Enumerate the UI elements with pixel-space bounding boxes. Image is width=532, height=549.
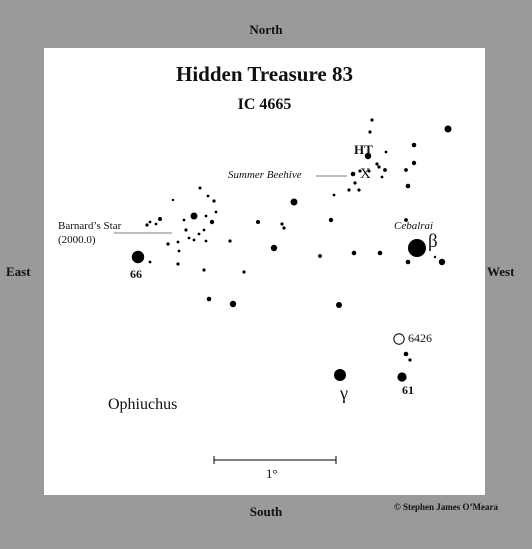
star-dot	[184, 228, 188, 232]
star-dot	[347, 188, 351, 192]
star-dot	[318, 254, 322, 258]
star-dot	[166, 242, 170, 246]
star-dot	[403, 351, 409, 357]
star-dot	[148, 260, 152, 264]
star-dot	[350, 171, 356, 177]
ngc-6426-label: 6426	[408, 331, 432, 345]
star-66-label: 66	[130, 267, 142, 281]
star-dot	[282, 226, 286, 230]
star-dot	[198, 186, 202, 190]
star-dot	[377, 250, 383, 256]
star-dot	[256, 220, 260, 224]
star-dot	[364, 152, 372, 160]
star-dot	[206, 296, 212, 302]
star-dot	[405, 259, 411, 265]
cebalrai-label: Cebalrai	[394, 220, 434, 232]
stars-group	[131, 118, 452, 382]
barnards-star-name: Barnard’s Star	[58, 220, 122, 232]
star-dot	[383, 168, 387, 172]
star-dot	[280, 222, 284, 226]
star-dot	[176, 240, 180, 244]
star-dot	[377, 165, 381, 169]
star-dot	[177, 249, 181, 253]
star-dot	[192, 238, 196, 242]
star-dot	[187, 236, 191, 240]
star-dot	[214, 210, 218, 214]
star-dot	[380, 175, 384, 179]
chart-subtitle: IC 4665	[237, 96, 292, 113]
star-dot	[131, 250, 145, 264]
star-dot	[176, 262, 180, 266]
star-dot	[375, 162, 379, 166]
star-dot	[204, 214, 208, 218]
star-dot	[357, 188, 361, 192]
beta-label: β	[428, 231, 438, 252]
star-dot	[405, 183, 411, 189]
star-dot	[408, 239, 426, 257]
star-dot	[190, 212, 198, 220]
star-dot	[438, 258, 446, 266]
star-dot	[171, 198, 175, 202]
credit-text: © Stephen James O’Meara	[394, 502, 498, 512]
star-dot	[411, 142, 417, 148]
star-dot	[334, 369, 346, 381]
scale-label: 1°	[266, 466, 278, 481]
star-dot	[370, 118, 374, 122]
star-dot	[228, 239, 232, 243]
star-dot	[242, 270, 246, 274]
star-dot	[154, 222, 158, 226]
constellation-label: Ophiuchus	[108, 396, 178, 413]
star-dot	[206, 194, 210, 198]
star-dot	[353, 181, 357, 185]
star-dot	[408, 358, 412, 362]
star-dot	[197, 232, 201, 236]
ht-label: HT	[354, 142, 373, 157]
star-dot	[328, 217, 334, 223]
star-dot	[212, 199, 216, 203]
west-label: West	[487, 264, 515, 279]
star-field	[114, 118, 452, 464]
star-dot	[411, 160, 417, 166]
star-dot	[367, 169, 371, 173]
star-dot	[332, 193, 336, 197]
star-dot	[444, 125, 452, 133]
star-dot	[145, 223, 149, 227]
star-dot	[336, 302, 342, 308]
star-dot	[204, 239, 208, 243]
east-label: East	[6, 264, 31, 279]
north-label: North	[249, 22, 283, 37]
star-dot	[290, 198, 298, 206]
star-61-label: 61	[402, 383, 414, 397]
star-dot	[351, 250, 357, 256]
star-dot	[358, 169, 362, 173]
star-dot	[229, 300, 237, 308]
star-dot	[404, 168, 408, 172]
star-dot	[433, 255, 437, 259]
star-dot	[404, 218, 408, 222]
x-label: X	[360, 166, 371, 182]
summer-beehive-label: Summer Beehive	[228, 169, 302, 181]
star-dot	[202, 228, 206, 232]
star-dot	[368, 130, 372, 134]
barnards-star-epoch: (2000.0)	[58, 234, 96, 246]
star-dot	[384, 150, 388, 154]
star-dot	[209, 219, 215, 225]
chart-area: Hidden Treasure 83 IC 4665 HT X Summer B…	[44, 48, 485, 495]
star-dot	[202, 268, 206, 272]
star-dot	[182, 218, 186, 222]
star-dot	[397, 372, 407, 382]
gamma-label: γ	[340, 383, 348, 403]
star-dot	[270, 244, 278, 252]
star-dot	[158, 217, 162, 221]
star-dot	[148, 220, 152, 224]
ngc-6426-cluster-symbol	[393, 333, 405, 345]
chart-title: Hidden Treasure 83	[176, 62, 353, 86]
south-label: South	[249, 504, 283, 519]
barnards-star-label: Barnard’s Star (2000.0)	[58, 219, 121, 247]
